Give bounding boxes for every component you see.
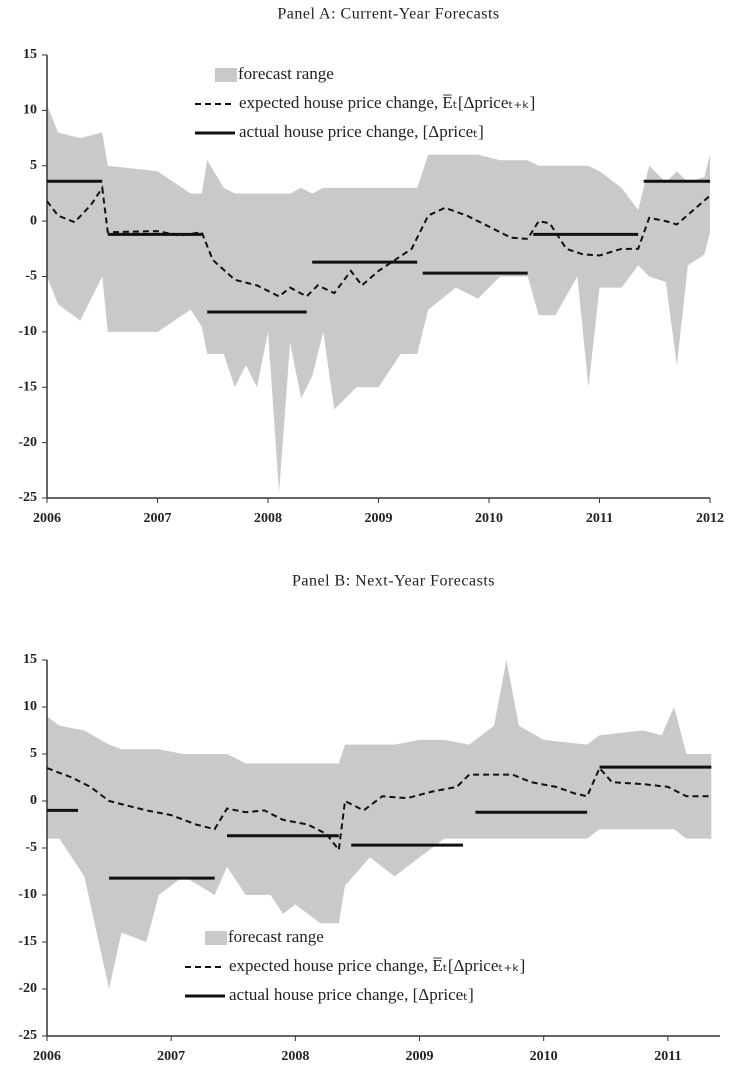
y-tick-label: -20 bbox=[18, 981, 37, 996]
y-tick-label: 0 bbox=[30, 793, 37, 808]
expected-line bbox=[46, 185, 711, 298]
actual-line bbox=[47, 179, 710, 314]
y-tick-label: -10 bbox=[18, 324, 37, 339]
y-tick-label: -25 bbox=[18, 1028, 37, 1043]
legend-label: forecast range bbox=[228, 927, 324, 946]
x-tick-label: 2007 bbox=[144, 511, 172, 526]
y-tick-label: -15 bbox=[18, 379, 37, 394]
actual-line bbox=[47, 765, 712, 880]
legend-label: actual house price change, [Δpriceₜ] bbox=[229, 985, 474, 1004]
y-tick-label: -25 bbox=[18, 490, 37, 505]
legend-swatch bbox=[215, 68, 237, 82]
legend-label: forecast range bbox=[238, 64, 334, 83]
x-tick-label: 2011 bbox=[654, 1049, 681, 1064]
legend-label: expected house price change, E̅ₜ[Δpriceₜ… bbox=[239, 93, 535, 112]
expected-line bbox=[46, 766, 712, 853]
y-tick-label: 15 bbox=[23, 47, 37, 62]
y-tick-label: -20 bbox=[18, 435, 37, 450]
x-tick-label: 2008 bbox=[254, 511, 282, 526]
x-tick-label: 2009 bbox=[365, 511, 393, 526]
x-tick-label: 2006 bbox=[33, 511, 61, 526]
legend-swatch bbox=[205, 931, 227, 945]
x-tick-label: 2010 bbox=[475, 511, 503, 526]
panel-title: Panel B: Next-Year Forecasts bbox=[292, 573, 495, 590]
x-tick-label: 2009 bbox=[406, 1049, 434, 1064]
y-tick-label: -10 bbox=[18, 887, 37, 902]
y-tick-label: 5 bbox=[30, 158, 37, 173]
forecast-range bbox=[47, 104, 710, 493]
legend-label: expected house price change, E̅ₜ[Δpriceₜ… bbox=[229, 956, 525, 975]
y-tick-label: 5 bbox=[30, 746, 37, 761]
y-tick-label: 15 bbox=[23, 652, 37, 667]
y-tick-label: 0 bbox=[30, 213, 37, 228]
x-tick-label: 2010 bbox=[530, 1049, 558, 1064]
panel-title: Panel A: Current-Year Forecasts bbox=[277, 6, 499, 23]
y-tick-label: 10 bbox=[23, 699, 37, 714]
x-tick-label: 2008 bbox=[281, 1049, 309, 1064]
y-tick-label: -15 bbox=[18, 934, 37, 949]
y-tick-label: -5 bbox=[25, 840, 37, 855]
x-tick-label: 2011 bbox=[586, 511, 613, 526]
x-tick-label: 2007 bbox=[157, 1049, 185, 1064]
y-tick-label: -5 bbox=[25, 269, 37, 284]
x-tick-label: 2006 bbox=[33, 1049, 61, 1064]
legend-label: actual house price change, [Δpriceₜ] bbox=[239, 122, 484, 141]
y-tick-label: 10 bbox=[23, 103, 37, 118]
x-tick-label: 2012 bbox=[696, 511, 724, 526]
forecast-range bbox=[47, 660, 712, 989]
